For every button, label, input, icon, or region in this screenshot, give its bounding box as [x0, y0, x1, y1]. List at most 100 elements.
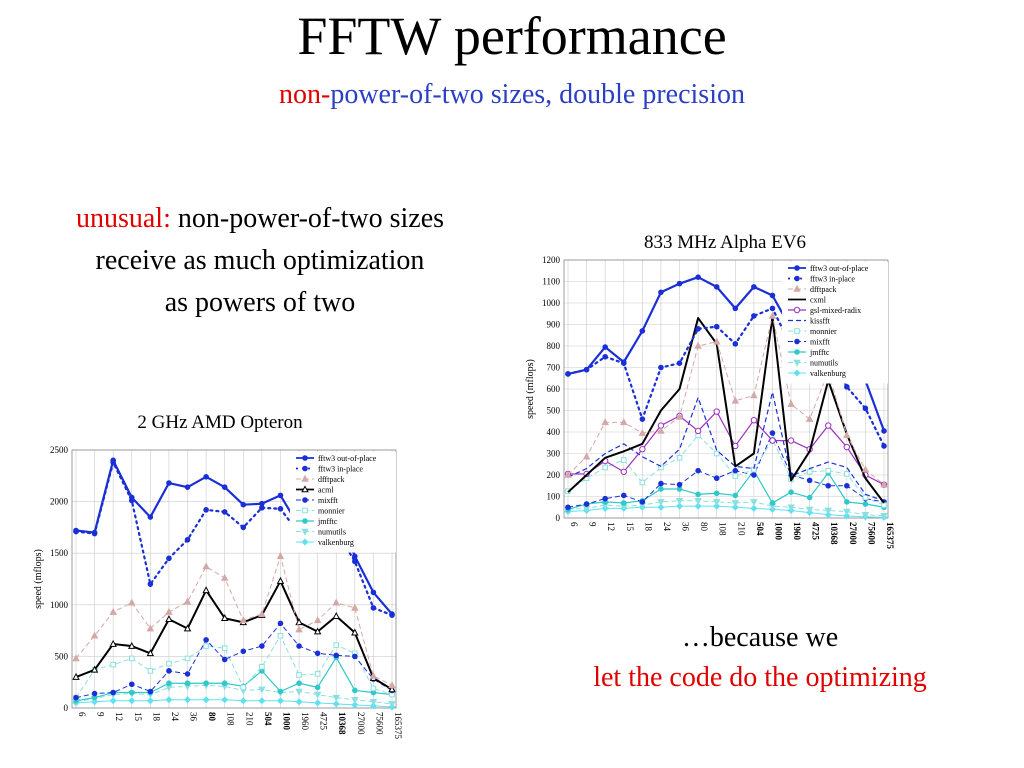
opteron-series-mixfft-point: [166, 668, 172, 674]
opteron-series-mixfft-point: [277, 620, 284, 627]
opteron-series-jmfftc-point: [184, 680, 191, 687]
opteron-series-acml: [72, 576, 396, 693]
alpha-series-fftw3-out-of-place-point: [713, 284, 720, 290]
opteron-series-monnier-line: [75, 635, 393, 698]
opteron-series-jmfftc-point: [352, 687, 358, 694]
alpha-plot-frame: [563, 259, 889, 519]
alpha-series-mixfft-point: [620, 492, 627, 499]
alpha-series-dfftpack-point: [694, 341, 702, 349]
opteron-series-acml-point: [295, 618, 303, 626]
alpha-legend-marker: [793, 359, 801, 367]
alpha-xtick-label: 18: [643, 522, 653, 532]
opteron-series-numutils-line: [75, 684, 393, 705]
opteron-legend-marker: [302, 518, 308, 524]
opteron-series-fftw3-out-of-place-point: [221, 484, 228, 490]
opteron-series-mixfft-line: [75, 622, 393, 699]
opteron-series-monnier-point: [296, 672, 302, 678]
opteron-series-mixfft-point: [221, 656, 228, 663]
opteron-series-dfftpack-point: [239, 616, 248, 624]
opteron-series-acml-point: [220, 614, 229, 622]
alpha-series-mixfft-point: [825, 482, 832, 489]
opteron-xtick-label: 1000: [281, 712, 291, 731]
opteron-series-acml-point: [109, 639, 117, 647]
opteron-legend-label: valkenburg: [318, 538, 354, 547]
alpha-series-jmfftc-point: [732, 492, 739, 499]
opteron-legend-marker: [302, 455, 308, 461]
opteron-legend-label: fftw3 out-of-place: [318, 454, 377, 463]
opteron-ylabel: speed (mflops): [33, 549, 44, 609]
alpha-series-fftw3-out-of-place-point: [769, 292, 776, 299]
alpha-series-fftw3-in-place-point: [676, 360, 683, 366]
opteron-series-valkenburg-point: [146, 697, 154, 705]
alpha-ytick-label: 700: [547, 363, 561, 373]
opteron-xtick-label: 27000: [356, 712, 366, 735]
opteron-series-monnier-point: [110, 661, 116, 668]
opteron-ytick-label: 1000: [50, 600, 69, 610]
opteron-series-dfftpack-point: [258, 609, 266, 617]
alpha-series-valkenburg-point: [750, 504, 758, 512]
alpha-ytick-label: 1000: [542, 298, 561, 308]
alpha-series-mixfft-point: [769, 430, 776, 436]
alpha-series-fftw3-in-place-point: [769, 305, 776, 312]
opteron-series-dfftpack-point: [90, 631, 99, 639]
alpha-series-monnier-point: [602, 464, 608, 471]
opteron-xtick-label: 75600: [374, 712, 384, 735]
opteron-series-dfftpack-point: [165, 607, 173, 615]
note-because-line2: let the code do the optimizing: [593, 662, 927, 693]
opteron-legend: fftw3 out-of-place fftw3 in-placedfftpack…: [290, 452, 396, 553]
opteron-series-valkenburg-point: [332, 700, 340, 708]
alpha-series-mixfft-point: [565, 504, 571, 511]
alpha-series-gsl-mixed-radix-line: [568, 410, 885, 486]
opteron-series-acml-point: [276, 576, 285, 584]
alpha-series-jmfftc-point: [806, 494, 813, 501]
alpha-series-fftw3-in-place-point: [862, 405, 869, 412]
alpha-series-jmfftc-point: [695, 491, 701, 498]
opteron-xtick-label: 36: [189, 712, 199, 722]
opteron-series-numutils-point: [313, 691, 322, 699]
alpha-series-numutils-point: [712, 499, 721, 507]
alpha-series-gsl-mixed-radix-point: [713, 408, 720, 415]
alpha-series-monnier-point: [844, 471, 850, 477]
alpha-series-dfftpack-point: [768, 311, 777, 319]
opteron-series-numutils-point: [388, 701, 396, 709]
alpha-series-fftw3-out-of-place-point: [620, 359, 627, 365]
alpha-legend-label: kissfft: [810, 317, 831, 326]
opteron-legend-label: dfftpack: [318, 475, 345, 484]
opteron-xtick-label: 210: [244, 712, 254, 726]
opteron-chart: 0 500 1000 1500 2000 2500 6 9 12 15 18 24 36 80 108 210…: [33, 445, 403, 740]
opteron-series-fftw3-in-place-point: [370, 605, 377, 611]
opteron-series-fftw3-in-place-point: [166, 555, 172, 562]
opteron-series-jmfftc-point: [128, 689, 135, 696]
alpha-series-mixfft-point: [713, 475, 720, 482]
alpha-series-monnier-point: [862, 494, 869, 501]
opteron-xtick-label: 165375: [393, 712, 403, 740]
opteron-series-fftw3-out-of-place-point: [184, 484, 191, 490]
alpha-series-numutils-point: [694, 498, 702, 505]
alpha-series-jmfftc-point: [658, 486, 664, 492]
alpha-xtick-label: 75600: [866, 522, 876, 545]
opteron-xtick-label: 24: [170, 712, 180, 722]
alpha-series-monnier-point: [825, 467, 832, 474]
opteron-xtick-label: 80: [207, 712, 217, 722]
alpha-series-jmfftc-point: [844, 499, 850, 505]
alpha-series-dfftpack-point: [787, 399, 795, 407]
opteron-series-fftw3-in-place-line: [74, 461, 394, 617]
alpha-series-mixfft-point: [732, 467, 739, 474]
opteron-series-mixfft-point: [73, 694, 79, 701]
opteron-series-dfftpack-point: [276, 552, 285, 560]
alpha-xtick-label: 6: [569, 522, 579, 527]
alpha-series-dfftpack-point: [638, 428, 647, 436]
opteron-series-dfftpack-line: [75, 555, 393, 686]
alpha-series-valkenburg-point: [843, 512, 851, 520]
subtitle-blue-part: power-of-two sizes, double precision: [330, 79, 745, 110]
note-because-line1: …because we: [681, 622, 839, 653]
slide-subtitle: non-power-of-two sizes, double precision: [0, 78, 1024, 112]
opteron-series-monnier-point: [240, 684, 247, 691]
alpha-series-jmfftc-point: [713, 490, 720, 497]
opteron-series-numutils-point: [369, 699, 378, 706]
alpha-series-dfftpack-point: [620, 418, 628, 426]
alpha-ytick-label: 200: [547, 470, 561, 480]
opteron-series-dfftpack-point: [313, 616, 322, 624]
alpha-series-dfftpack-point: [731, 396, 740, 404]
alpha-series-fftw3-in-place-point: [732, 341, 739, 347]
